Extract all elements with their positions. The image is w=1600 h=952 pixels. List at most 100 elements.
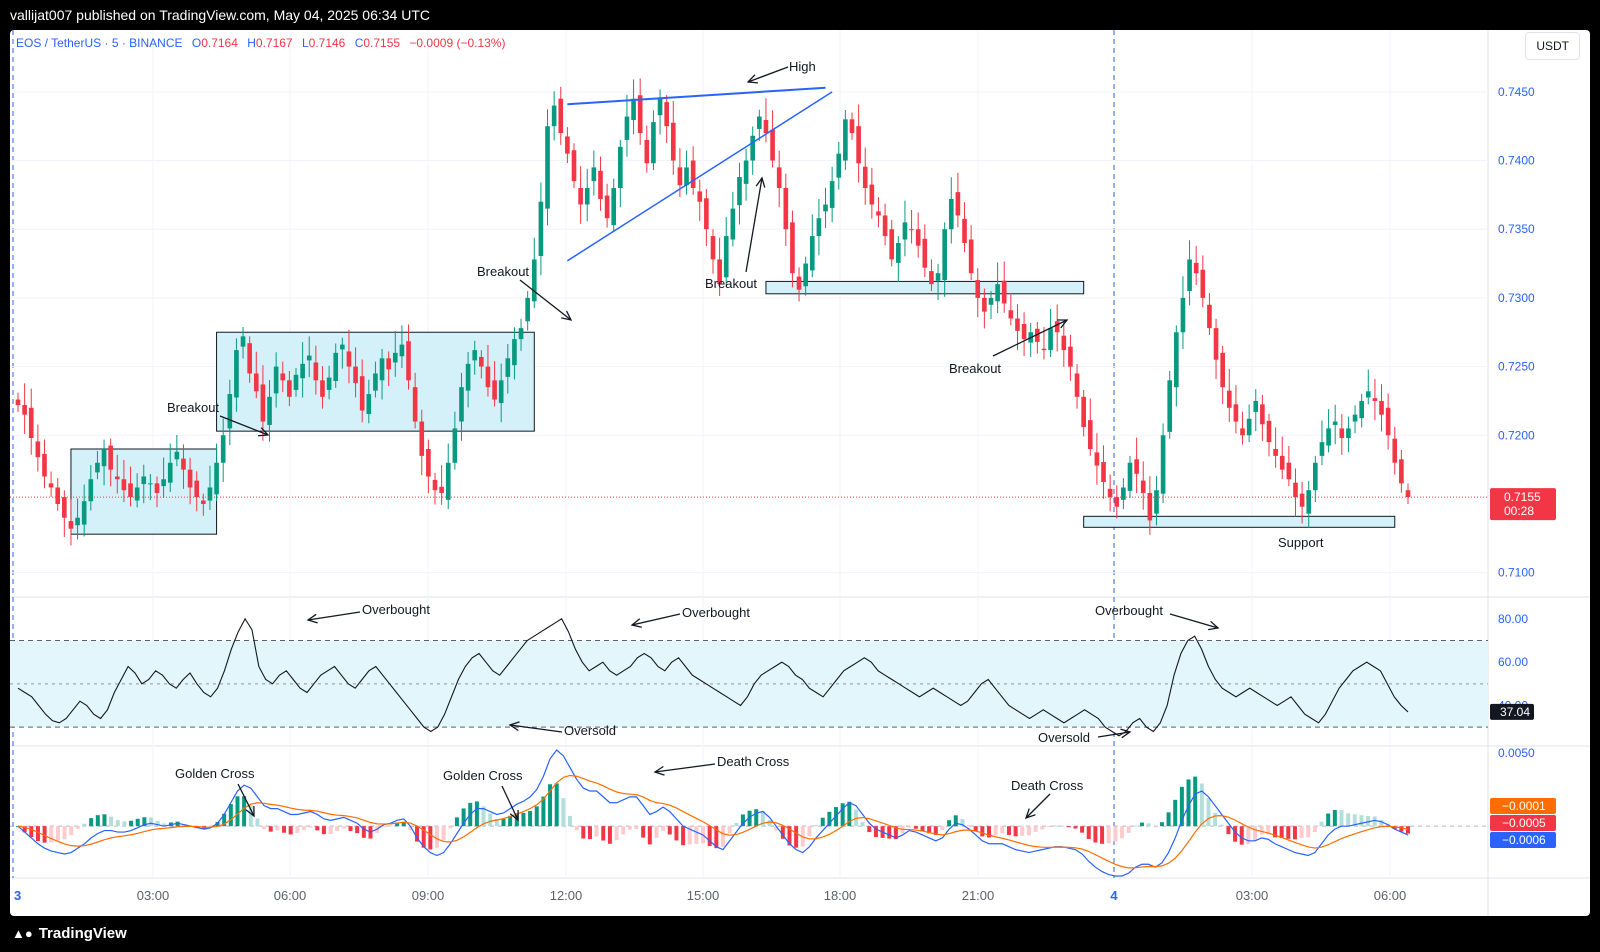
annotation-arrow-head <box>755 176 766 188</box>
candle-down <box>882 215 888 237</box>
close-label: C <box>354 36 364 50</box>
time-tick-label: 03:00 <box>1236 888 1269 903</box>
macd-histogram-bar <box>494 818 499 827</box>
macd-histogram-bar <box>1020 826 1025 836</box>
macd-histogram-bar <box>381 826 386 828</box>
candle-down <box>1061 335 1067 351</box>
symbol-legend[interactable]: EOS / TetherUS · 5 · BINANCE O0.7164 H0.… <box>16 36 505 50</box>
candle-up <box>207 487 213 501</box>
macd-histogram-bar <box>1173 799 1178 827</box>
publisher-text: vallijat007 published on TradingView.com… <box>10 7 430 23</box>
candle-down <box>1299 493 1305 507</box>
annotation-arrow-head <box>508 721 520 732</box>
signal-value-label: −0.0005 <box>1502 816 1546 830</box>
candle-up <box>472 350 478 361</box>
candle-up <box>333 352 339 382</box>
candle-down <box>287 380 292 397</box>
chart-panel[interactable]: 3 03:00 06:00 09:00 12:00 15:00 18:00 21:00 4 03:… <box>10 30 1590 916</box>
candle-up <box>545 126 550 209</box>
candle-up <box>293 374 299 390</box>
macd-histogram-bar <box>654 826 659 838</box>
annotation-arrow <box>631 613 681 626</box>
macd-histogram-bar <box>920 826 925 832</box>
candle-down <box>909 229 914 231</box>
candle-down <box>697 191 703 202</box>
candle-down <box>1021 324 1027 340</box>
candle-up <box>723 236 729 278</box>
annotation-arrow <box>501 785 519 821</box>
macd-histogram-bar <box>35 826 40 842</box>
time-tick-label: 03:00 <box>137 888 170 903</box>
candle-down <box>1279 455 1285 470</box>
candle-down <box>194 480 200 498</box>
macd-histogram-bar <box>774 826 779 831</box>
macd-histogram-bar <box>288 826 293 835</box>
footer-brand[interactable]: TradingView <box>38 925 127 942</box>
annotation-arrow <box>992 319 1068 357</box>
macd-histogram-bar <box>1120 826 1125 839</box>
candle-up <box>584 188 590 205</box>
macd-line <box>17 749 1409 877</box>
candle-down <box>664 102 669 127</box>
macd-histogram-bar <box>1086 826 1091 839</box>
macd-histogram-bar <box>1053 825 1058 827</box>
macd-histogram-bar <box>1100 826 1105 844</box>
candle-down <box>849 119 855 134</box>
candle-up <box>505 358 511 377</box>
macd-histogram-bar <box>927 826 932 834</box>
macd-histogram-bar <box>568 815 573 827</box>
candle-up <box>809 236 815 271</box>
candle-up <box>743 160 749 184</box>
candle-up <box>757 116 762 129</box>
macd-histogram-bar <box>49 826 54 843</box>
candle-up <box>300 363 305 379</box>
candle-up <box>306 355 312 361</box>
macd-histogram-bar <box>1046 826 1051 828</box>
candle-up <box>896 242 901 263</box>
macd-histogram-bar <box>335 826 340 831</box>
macd-histogram-bar <box>268 826 273 832</box>
macd-histogram-bar <box>727 826 732 834</box>
macd-histogram-bar <box>1332 809 1337 827</box>
macd-histogram-bar <box>760 811 765 827</box>
candle-down <box>260 384 266 422</box>
annotation-golden-cross: Golden Cross <box>175 766 255 781</box>
candle-up <box>174 451 180 460</box>
candle-down <box>862 166 868 188</box>
macd-value-label: −0.0006 <box>1502 833 1546 847</box>
annotation-arrow-head <box>245 805 255 818</box>
macd-histogram-bar <box>1006 826 1011 835</box>
annotation-arrow <box>237 783 255 817</box>
symbol-name[interactable]: EOS / TetherUS · 5 · BINANCE <box>16 36 183 50</box>
macd-histogram-bar <box>1246 826 1251 845</box>
macd-histogram-bar <box>62 826 67 840</box>
candle-down <box>1081 396 1086 428</box>
currency-selector[interactable]: USDT <box>1525 32 1580 60</box>
macd-histogram-bar <box>687 826 692 845</box>
candle-down <box>492 380 497 400</box>
candle-down <box>48 483 54 488</box>
candle-down <box>929 271 934 285</box>
macd-histogram-bar <box>395 822 400 827</box>
macd-histogram-bar <box>355 826 360 834</box>
candle-down <box>783 188 789 230</box>
candle-up <box>551 105 557 127</box>
macd-histogram-bar <box>1266 826 1271 835</box>
macd-histogram-bar <box>1352 814 1357 827</box>
annotation-arrow-head <box>561 310 573 321</box>
wedge-upper-trendline <box>567 86 826 106</box>
macd-histogram-bar <box>907 826 912 828</box>
candle-up <box>618 146 623 188</box>
annotation-arrow <box>654 763 716 773</box>
macd-histogram-bar <box>933 826 938 835</box>
candle-down <box>187 469 193 488</box>
candle-up <box>1121 487 1126 500</box>
candle-down <box>386 358 391 370</box>
macd-histogram-bar <box>747 810 752 827</box>
chart-canvas[interactable]: 3 03:00 06:00 09:00 12:00 15:00 18:00 21:00 4 03:… <box>10 30 1590 916</box>
candle-down <box>915 229 921 246</box>
candle-up <box>1127 462 1133 491</box>
macd-histogram-bar <box>893 826 898 840</box>
candle-down <box>1260 404 1265 425</box>
macd-histogram-bar <box>1146 823 1151 827</box>
